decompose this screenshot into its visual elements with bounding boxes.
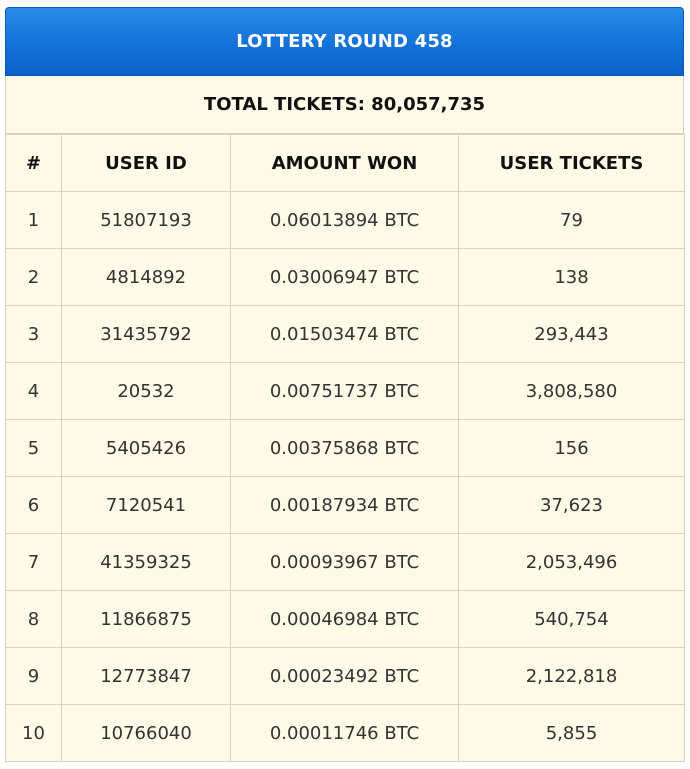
table-row: 5 5405426 0.00375868 BTC 156 xyxy=(5,419,685,477)
winners-table: # USER ID AMOUNT WON USER TICKETS 1 5180… xyxy=(5,134,685,762)
user-tickets-cell: 5,855 xyxy=(458,704,685,762)
amount-won-cell: 0.06013894 BTC xyxy=(230,191,459,249)
amount-won-cell: 0.00375868 BTC xyxy=(230,419,459,477)
table-row: 2 4814892 0.03006947 BTC 138 xyxy=(5,248,685,306)
user-id-cell: 10766040 xyxy=(61,704,231,762)
amount-won-cell: 0.00187934 BTC xyxy=(230,476,459,534)
table-row: 6 7120541 0.00187934 BTC 37,623 xyxy=(5,476,685,534)
table-row: 9 12773847 0.00023492 BTC 2,122,818 xyxy=(5,647,685,705)
user-tickets-cell: 3,808,580 xyxy=(458,362,685,420)
amount-won-cell: 0.01503474 BTC xyxy=(230,305,459,363)
user-tickets-cell: 2,122,818 xyxy=(458,647,685,705)
user-tickets-cell: 540,754 xyxy=(458,590,685,648)
user-id-cell: 4814892 xyxy=(61,248,231,306)
table-row: 10 10766040 0.00011746 BTC 5,855 xyxy=(5,704,685,762)
rank-cell: 8 xyxy=(5,590,62,648)
user-id-cell: 7120541 xyxy=(61,476,231,534)
lottery-results-panel: LOTTERY ROUND 458 TOTAL TICKETS: 80,057,… xyxy=(5,7,685,766)
user-id-cell: 12773847 xyxy=(61,647,231,705)
column-header-user-tickets: USER TICKETS xyxy=(458,134,685,192)
user-tickets-cell: 2,053,496 xyxy=(458,533,685,591)
amount-won-cell: 0.00751737 BTC xyxy=(230,362,459,420)
user-tickets-cell: 156 xyxy=(458,419,685,477)
table-header-row: # USER ID AMOUNT WON USER TICKETS xyxy=(5,134,685,192)
table-row: 3 31435792 0.01503474 BTC 293,443 xyxy=(5,305,685,363)
table-row: 8 11866875 0.00046984 BTC 540,754 xyxy=(5,590,685,648)
table-row: 1 51807193 0.06013894 BTC 79 xyxy=(5,191,685,249)
rank-cell: 1 xyxy=(5,191,62,249)
amount-won-cell: 0.00023492 BTC xyxy=(230,647,459,705)
user-tickets-cell: 37,623 xyxy=(458,476,685,534)
rank-cell: 6 xyxy=(5,476,62,534)
column-header-rank: # xyxy=(5,134,62,192)
user-tickets-cell: 79 xyxy=(458,191,685,249)
user-id-cell: 5405426 xyxy=(61,419,231,477)
rank-cell: 10 xyxy=(5,704,62,762)
amount-won-cell: 0.00011746 BTC xyxy=(230,704,459,762)
column-header-user-id: USER ID xyxy=(61,134,231,192)
user-id-cell: 41359325 xyxy=(61,533,231,591)
user-tickets-cell: 293,443 xyxy=(458,305,685,363)
total-tickets-summary: TOTAL TICKETS: 80,057,735 xyxy=(5,76,684,134)
amount-won-cell: 0.03006947 BTC xyxy=(230,248,459,306)
user-tickets-cell: 138 xyxy=(458,248,685,306)
amount-won-cell: 0.00046984 BTC xyxy=(230,590,459,648)
lottery-round-title: LOTTERY ROUND 458 xyxy=(5,7,684,76)
column-header-amount-won: AMOUNT WON xyxy=(230,134,459,192)
rank-cell: 3 xyxy=(5,305,62,363)
rank-cell: 5 xyxy=(5,419,62,477)
rank-cell: 4 xyxy=(5,362,62,420)
table-row: 7 41359325 0.00093967 BTC 2,053,496 xyxy=(5,533,685,591)
user-id-cell: 31435792 xyxy=(61,305,231,363)
rank-cell: 7 xyxy=(5,533,62,591)
table-row: 4 20532 0.00751737 BTC 3,808,580 xyxy=(5,362,685,420)
rank-cell: 9 xyxy=(5,647,62,705)
amount-won-cell: 0.00093967 BTC xyxy=(230,533,459,591)
user-id-cell: 51807193 xyxy=(61,191,231,249)
user-id-cell: 11866875 xyxy=(61,590,231,648)
user-id-cell: 20532 xyxy=(61,362,231,420)
rank-cell: 2 xyxy=(5,248,62,306)
